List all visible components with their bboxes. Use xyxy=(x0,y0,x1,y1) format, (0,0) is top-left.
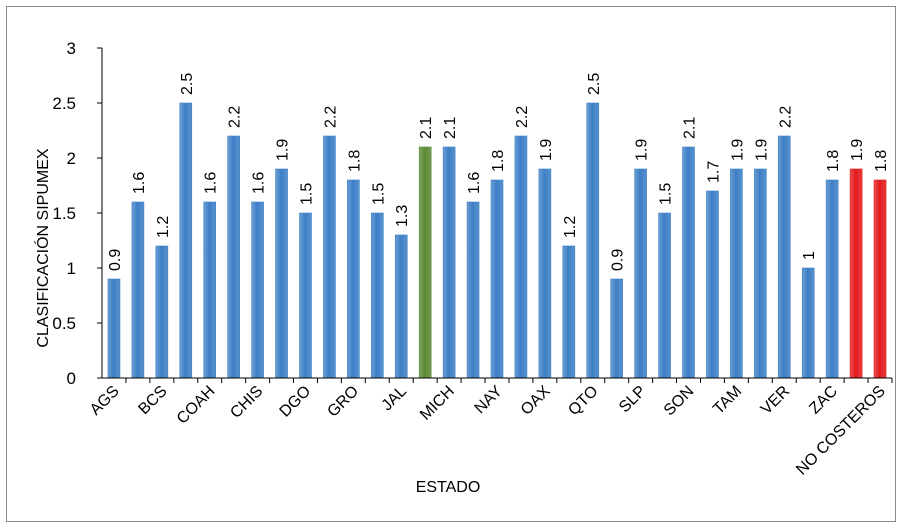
bar xyxy=(251,201,264,379)
x-axis-title: ESTADO xyxy=(416,479,481,496)
data-label: 1.5 xyxy=(370,183,387,205)
data-label: 1.9 xyxy=(753,139,770,161)
data-label: 0.9 xyxy=(107,249,124,271)
y-tick-label: 1.5 xyxy=(52,204,76,223)
x-category-label: GRO xyxy=(324,383,362,421)
bar xyxy=(777,135,791,379)
bar xyxy=(347,179,360,379)
y-tick-label: 3 xyxy=(67,39,76,58)
bar xyxy=(418,146,432,379)
data-label: 2.2 xyxy=(322,106,339,128)
data-label: 1.6 xyxy=(203,172,220,194)
y-axis: 0 0.5 1 1.5 2 2.5 3 xyxy=(52,39,103,388)
x-category-label: AGS xyxy=(87,383,123,419)
bar xyxy=(754,168,767,379)
bar xyxy=(658,212,671,379)
data-label: 2.5 xyxy=(179,73,196,95)
bar xyxy=(825,179,839,379)
x-category-label: VER xyxy=(758,383,793,418)
data-label: 1.8 xyxy=(873,150,890,172)
x-category-label: NAY xyxy=(471,383,506,418)
data-label: 2.1 xyxy=(442,117,459,139)
bar xyxy=(227,135,240,379)
data-label: 1.2 xyxy=(562,216,579,238)
data-label: 1.9 xyxy=(275,139,292,161)
data-label: 1.3 xyxy=(394,205,411,227)
data-label: 1.8 xyxy=(346,150,363,172)
bar xyxy=(394,234,408,379)
x-axis: AGS BCS COAH CHIS DGO GRO JAL MICH NAY OAX QTO SLP S… xyxy=(87,377,893,479)
x-category-label: SON xyxy=(661,383,698,420)
bar xyxy=(514,135,528,379)
bar xyxy=(490,179,504,379)
data-label: 1.8 xyxy=(825,150,842,172)
data-labels: 0.9 1.6 1.2 2.5 1.6 2.2 1.6 1.9 1.5 2.2 1.8 1.5 1.3 2… xyxy=(107,73,890,271)
x-category-label: QTO xyxy=(565,383,601,419)
data-label: 1.9 xyxy=(729,139,746,161)
data-label: 1.6 xyxy=(251,172,268,194)
bar xyxy=(275,168,288,379)
bar xyxy=(371,212,384,379)
y-tick-label: 2.5 xyxy=(52,94,76,113)
data-label: 1.5 xyxy=(298,183,315,205)
bar xyxy=(299,212,312,379)
y-tick-label: 1 xyxy=(67,259,76,278)
x-category-label: CHIS xyxy=(227,383,266,422)
x-category-label: OAX xyxy=(518,383,554,419)
bar xyxy=(107,278,121,379)
bar xyxy=(706,190,719,379)
data-label: 1.6 xyxy=(466,172,483,194)
bar xyxy=(442,146,456,379)
bars xyxy=(107,102,887,379)
data-label: 1 xyxy=(801,251,818,260)
data-label: 1.8 xyxy=(490,150,507,172)
data-label: 2.2 xyxy=(514,106,531,128)
bar xyxy=(562,245,576,379)
x-category-label: JAL xyxy=(379,383,411,415)
y-tick-label: 0.5 xyxy=(52,314,76,333)
x-category-label: TAM xyxy=(710,383,745,418)
bar xyxy=(682,146,695,379)
data-label: 2.5 xyxy=(586,73,603,95)
x-category-label: BCS xyxy=(135,383,170,418)
data-label: 2.2 xyxy=(777,106,794,128)
data-label: 1.9 xyxy=(538,139,555,161)
data-label: 1.9 xyxy=(849,139,866,161)
bar xyxy=(155,245,169,379)
bar xyxy=(610,278,623,379)
x-category-label: DGO xyxy=(277,383,315,421)
data-label: 1.2 xyxy=(155,216,172,238)
bar xyxy=(179,102,193,379)
bar xyxy=(586,102,600,379)
data-label: 2.1 xyxy=(418,117,435,139)
x-category-label: COAH xyxy=(174,383,219,428)
data-label: 1.7 xyxy=(705,161,722,183)
bar xyxy=(801,267,815,379)
data-label: 1.6 xyxy=(131,172,148,194)
x-category-label: NO COSTEROS xyxy=(793,383,889,479)
data-label: 0.9 xyxy=(610,249,627,271)
bar xyxy=(849,168,863,379)
data-label: 1.5 xyxy=(658,183,675,205)
bar xyxy=(131,201,145,379)
bar xyxy=(730,168,743,379)
data-label: 1.9 xyxy=(634,139,651,161)
bar xyxy=(466,201,480,379)
bar xyxy=(873,179,887,379)
x-category-label: ZAC xyxy=(806,383,841,418)
data-label: 2.1 xyxy=(682,117,699,139)
y-tick-label: 2 xyxy=(67,149,76,168)
bar xyxy=(203,201,217,379)
bar xyxy=(634,168,647,379)
bar xyxy=(538,168,552,379)
x-category-label: MICH xyxy=(417,383,458,424)
y-tick-label: 0 xyxy=(67,369,76,388)
y-axis-title: CLASIFICACIÓN SIPUMEX xyxy=(33,148,52,347)
bar xyxy=(323,135,336,379)
data-label: 2.2 xyxy=(227,106,244,128)
x-category-label: SLP xyxy=(616,383,649,416)
